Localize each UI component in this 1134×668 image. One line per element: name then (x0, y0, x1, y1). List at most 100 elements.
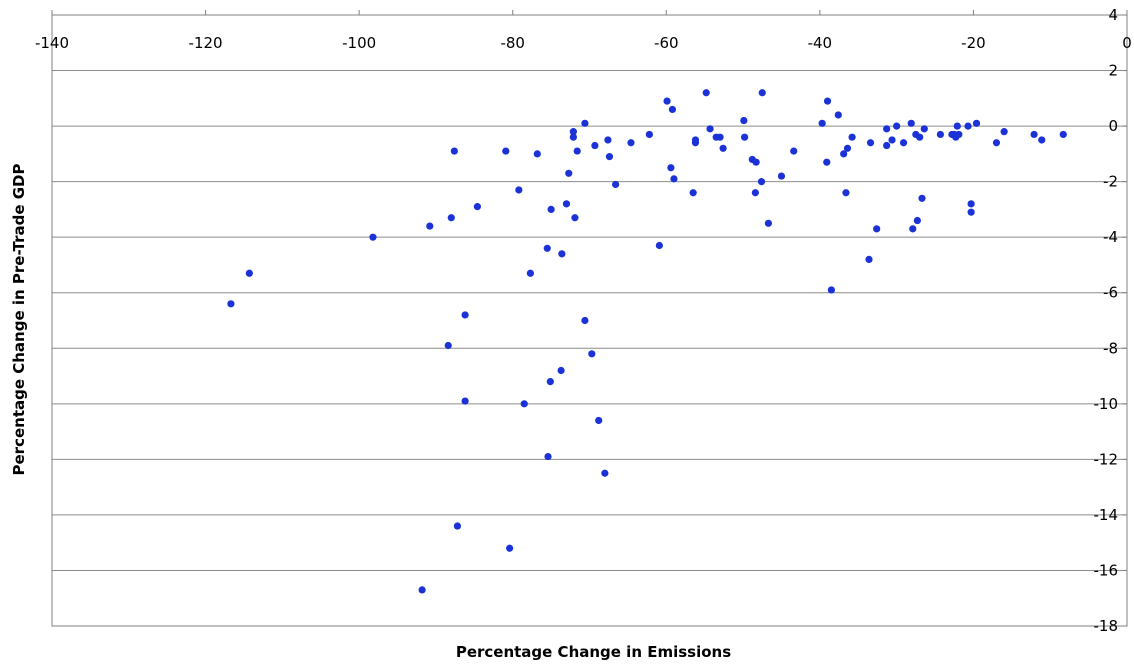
data-point (883, 125, 891, 133)
data-point (691, 139, 700, 147)
data-point (702, 89, 710, 97)
data-point (543, 244, 551, 252)
data-point (1000, 128, 1008, 136)
y-tick-label: -4 (1103, 228, 1118, 246)
data-point (453, 522, 462, 530)
data-point (823, 158, 831, 166)
data-point (790, 147, 798, 155)
data-point (418, 586, 426, 594)
y-tick-label: -10 (1094, 395, 1119, 413)
y-tick-label: -16 (1094, 561, 1119, 579)
data-point (909, 225, 917, 233)
data-point (544, 452, 552, 461)
x-tick-label: -40 (808, 34, 833, 52)
data-point (1030, 130, 1038, 139)
data-point (426, 222, 434, 230)
data-point (520, 400, 528, 408)
data-point (591, 141, 599, 150)
data-point (571, 214, 579, 222)
data-point (899, 139, 908, 147)
data-point (547, 205, 555, 214)
data-point (893, 122, 901, 130)
data-point (668, 105, 677, 114)
data-point (506, 544, 514, 552)
data-point (573, 147, 581, 155)
data-point (955, 130, 963, 139)
x-tick-label: -140 (35, 34, 69, 52)
data-point (605, 153, 614, 161)
data-point (604, 136, 612, 144)
x-axis: -140 -120 -100 -80 -60 -40 -20 0 (35, 10, 1132, 52)
x-tick-label: -100 (342, 34, 376, 52)
data-point (967, 208, 975, 216)
data-point (964, 122, 972, 130)
data-point (1038, 136, 1046, 144)
y-tick-label: -2 (1103, 173, 1118, 191)
y-tick-label: -6 (1103, 284, 1118, 302)
y-tick-label: 2 (1108, 62, 1118, 80)
y-axis: 4 2 0 -2 -4 -6 -8 -10 -12 -14 -16 -18 (1094, 6, 1127, 635)
data-point (834, 111, 842, 119)
data-point (562, 200, 571, 208)
data-point (916, 133, 924, 141)
data-point (533, 150, 541, 158)
data-point (818, 119, 826, 127)
data-point (757, 178, 766, 186)
gridlines (52, 70, 1127, 571)
data-point (866, 139, 875, 147)
x-axis-title: Percentage Change in Emissions (456, 643, 731, 661)
data-point (751, 189, 759, 197)
data-point (612, 180, 620, 189)
data-point (473, 203, 481, 211)
data-point (569, 133, 577, 141)
data-point (447, 214, 455, 222)
x-tick-label: -120 (189, 34, 223, 52)
data-point (565, 169, 573, 177)
data-point (842, 189, 850, 197)
data-point (764, 219, 773, 227)
data-point (670, 175, 678, 183)
y-tick-label: 4 (1108, 6, 1118, 24)
data-point (581, 119, 589, 127)
data-point (953, 122, 961, 130)
data-point (526, 269, 534, 277)
data-point (888, 136, 896, 144)
data-point (992, 139, 1001, 147)
data-point (827, 286, 835, 294)
data-point (716, 133, 724, 141)
data-point (369, 233, 377, 241)
data-point (706, 125, 714, 133)
data-point (752, 158, 760, 166)
data-point (461, 311, 469, 319)
data-point (546, 378, 554, 386)
data-point (777, 172, 786, 180)
y-tick-label: -8 (1103, 339, 1118, 357)
data-point (663, 97, 671, 105)
y-tick-label: 0 (1108, 117, 1118, 135)
data-points (227, 89, 1067, 594)
data-point (740, 116, 748, 125)
data-point (972, 119, 981, 127)
data-point (936, 130, 945, 139)
data-point (515, 186, 523, 194)
data-point (461, 397, 469, 405)
data-point (502, 147, 510, 155)
data-point (967, 200, 975, 208)
data-point (883, 141, 891, 150)
data-point (569, 128, 577, 136)
x-tick-label: 0 (1122, 34, 1132, 52)
y-tick-label: -14 (1094, 506, 1119, 524)
y-tick-label: -12 (1094, 450, 1119, 468)
data-point (450, 147, 458, 155)
data-point (655, 241, 663, 250)
data-point (848, 133, 856, 141)
data-point (913, 216, 921, 225)
data-point (823, 97, 832, 105)
plot-area-border (51, 14, 1128, 627)
data-point (245, 269, 253, 277)
data-point (601, 469, 609, 477)
x-tick-label: -20 (961, 34, 986, 52)
data-point (667, 164, 675, 172)
data-point (873, 225, 881, 233)
